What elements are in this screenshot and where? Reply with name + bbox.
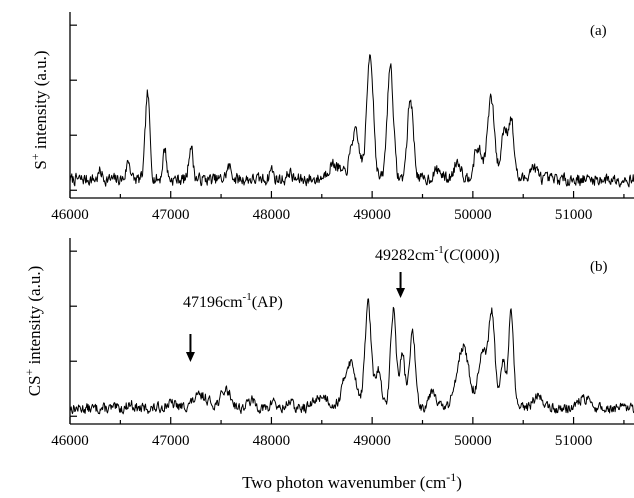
x-tick-label: 51000	[555, 207, 593, 223]
x-tick-label: 47000	[152, 433, 190, 449]
panel-b-y-label: CS+ intensity (a.u.)	[22, 266, 44, 397]
panel-b-x-ticks: 46000 47000 48000 49000 50000 51000	[51, 417, 625, 449]
annotation-ap: 47196cm-1(AP)	[183, 291, 283, 362]
panel-b-tag: (b)	[590, 259, 608, 275]
x-tick-label: 49000	[353, 433, 391, 449]
x-tick-label: 51000	[555, 433, 593, 449]
panel-b-spectrum-line	[69, 298, 634, 415]
annotation-c000-arrowhead	[396, 288, 406, 298]
panel-a-y-label: S+ intensity (a.u.)	[28, 50, 50, 169]
panel-a-x-ticks: 46000 47000 48000 49000 50000 51000	[51, 191, 625, 223]
panel-a-tag: (a)	[590, 23, 607, 39]
x-tick-label: 50000	[454, 433, 492, 449]
annotation-c000: 49282cm-1(C(000))	[375, 244, 500, 298]
x-tick-label: 46000	[51, 207, 89, 223]
annotation-ap-arrowhead	[185, 352, 195, 362]
x-axis-label: Two photon wavenumber (cm-1)	[242, 470, 462, 492]
x-tick-label: 47000	[152, 207, 190, 223]
annotation-ap-label: 47196cm-1(AP)	[183, 291, 283, 311]
panel-a: 46000 47000 48000 49000 50000 51000 (a) S+ in…	[28, 12, 634, 223]
x-tick-label: 48000	[253, 207, 291, 223]
x-tick-label: 50000	[454, 207, 492, 223]
panel-b-y-ticks	[70, 250, 77, 417]
panel-b: 46000 47000 48000 49000 50000 51000 (b) CS+ i…	[22, 238, 634, 449]
x-tick-label: 48000	[253, 433, 291, 449]
panel-a-spectrum-line	[69, 54, 634, 188]
annotation-c000-label: 49282cm-1(C(000))	[375, 244, 500, 264]
x-tick-label: 49000	[353, 207, 391, 223]
panel-a-y-ticks	[70, 24, 77, 191]
x-tick-label: 46000	[51, 433, 89, 449]
